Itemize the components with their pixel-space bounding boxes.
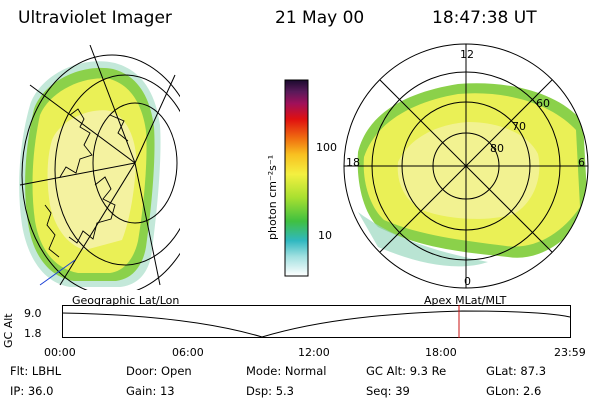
timeline-xtick-2359: 23:59: [554, 346, 586, 359]
info-gc-alt: GC Alt: 9.3 Re: [366, 364, 447, 378]
instrument-title: Ultraviolet Imager: [18, 8, 172, 28]
info-dsp: Dsp: 5.3: [246, 384, 294, 398]
info-gain: Gain: 13: [126, 384, 175, 398]
info-ip: IP: 36.0: [10, 384, 54, 398]
info-flt: Flt: LBHL: [10, 364, 62, 378]
mlt-label-12: 12: [460, 48, 474, 61]
timeline-axis-title: GC Alt: [2, 313, 15, 348]
colorbar: [284, 79, 309, 277]
timeline-xtick-0000: 00:00: [44, 346, 76, 359]
timeline-ytick-high: 9.0: [24, 307, 42, 320]
info-glat: GLat: 87.3: [486, 364, 547, 378]
geographic-auroral-image: [19, 45, 180, 290]
mlat-label-60: 60: [536, 97, 550, 110]
right-map-label: Apex MLat/MLT: [424, 294, 507, 307]
timeline-xtick-0600: 06:00: [172, 346, 204, 359]
time-label: 18:47:38 UT: [432, 8, 537, 28]
timeline-xtick-1200: 12:00: [298, 346, 330, 359]
timeline-xtick-1800: 18:00: [425, 346, 457, 359]
altitude-timeline: [62, 305, 571, 338]
polar-mlat-mlt-plot: [343, 43, 589, 289]
mlt-label-6: 6: [578, 156, 585, 169]
info-seq: Seq: 39: [366, 384, 410, 398]
mlt-label-18: 18: [346, 156, 360, 169]
mlat-label-80: 80: [490, 142, 504, 155]
mlat-label-70: 70: [512, 120, 526, 133]
mlt-label-0: 0: [464, 275, 471, 288]
left-map-label: Geographic Lat/Lon: [72, 294, 180, 307]
date-label: 21 May 00: [275, 8, 365, 28]
colorbar-tick-10: 10: [318, 229, 332, 242]
info-glon: GLon: 2.6: [486, 384, 542, 398]
colorbar-tick-100: 100: [316, 141, 337, 154]
timeline-ytick-low: 1.8: [24, 327, 42, 340]
info-mode: Mode: Normal: [246, 364, 327, 378]
colorbar-label: photon cm⁻²s⁻¹: [266, 154, 279, 240]
info-door: Door: Open: [126, 364, 192, 378]
